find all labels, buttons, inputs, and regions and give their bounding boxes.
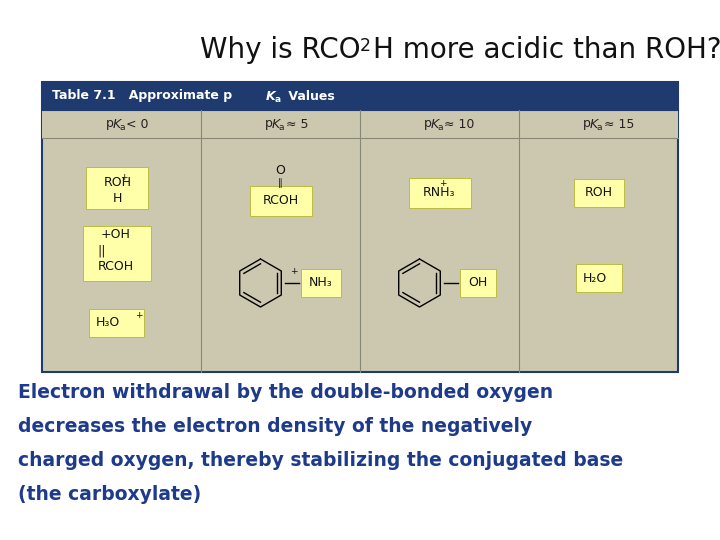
Text: decreases the electron density of the negatively: decreases the electron density of the ne… xyxy=(18,416,532,435)
Text: +: + xyxy=(289,267,297,276)
Text: RCOH: RCOH xyxy=(97,260,134,273)
Bar xyxy=(300,269,341,297)
Text: Electron withdrawal by the double-bonded oxygen: Electron withdrawal by the double-bonded… xyxy=(18,382,553,402)
Text: K: K xyxy=(266,90,276,103)
Text: < 0: < 0 xyxy=(127,118,149,131)
Text: ∥: ∥ xyxy=(278,178,283,188)
Text: K: K xyxy=(112,118,121,131)
Text: p: p xyxy=(423,118,431,131)
Text: a: a xyxy=(275,96,281,105)
Text: (the carboxylate): (the carboxylate) xyxy=(18,484,202,503)
Text: p: p xyxy=(106,118,113,131)
Bar xyxy=(89,309,144,337)
Text: Table 7.1   Approximate p: Table 7.1 Approximate p xyxy=(52,90,232,103)
Bar xyxy=(408,178,470,208)
Text: ||: || xyxy=(97,245,106,258)
Text: charged oxygen, thereby stabilizing the conjugated base: charged oxygen, thereby stabilizing the … xyxy=(18,450,624,469)
Text: p: p xyxy=(582,118,590,131)
Text: a: a xyxy=(120,124,125,132)
Text: RNH₃: RNH₃ xyxy=(423,186,456,199)
Text: Values: Values xyxy=(284,90,335,103)
Bar xyxy=(250,186,312,216)
Text: K: K xyxy=(271,118,280,131)
Text: +: + xyxy=(135,310,143,320)
Text: Why is RCO: Why is RCO xyxy=(199,36,360,64)
Text: 2: 2 xyxy=(360,37,371,55)
Text: +OH: +OH xyxy=(101,228,130,241)
Text: H: H xyxy=(113,192,122,205)
Bar xyxy=(42,82,678,110)
Text: O: O xyxy=(276,165,285,178)
Text: RCOH: RCOH xyxy=(262,194,299,207)
Text: K: K xyxy=(590,118,598,131)
Bar xyxy=(574,179,624,207)
Text: OH: OH xyxy=(468,276,487,289)
Text: p: p xyxy=(264,118,272,131)
Text: H more acidic than ROH?: H more acidic than ROH? xyxy=(373,36,720,64)
Text: a: a xyxy=(279,124,284,132)
Text: H₂O: H₂O xyxy=(582,272,607,285)
Bar xyxy=(42,82,678,372)
Bar xyxy=(575,264,621,292)
Text: a: a xyxy=(438,124,443,132)
Text: ROH: ROH xyxy=(585,186,613,199)
Text: a: a xyxy=(596,124,602,132)
Text: ≈ 5: ≈ 5 xyxy=(286,118,308,131)
Text: NH₃: NH₃ xyxy=(309,276,333,289)
Text: ≈ 15: ≈ 15 xyxy=(603,118,634,131)
Text: K: K xyxy=(431,118,438,131)
Text: +: + xyxy=(438,179,446,187)
Bar xyxy=(86,167,148,209)
Text: ≈ 10: ≈ 10 xyxy=(444,118,475,131)
Bar xyxy=(459,269,495,297)
Text: +: + xyxy=(120,173,127,183)
Text: ROH: ROH xyxy=(104,177,132,190)
Bar xyxy=(83,226,150,280)
Text: H₃O: H₃O xyxy=(95,316,120,329)
Bar xyxy=(42,110,678,138)
